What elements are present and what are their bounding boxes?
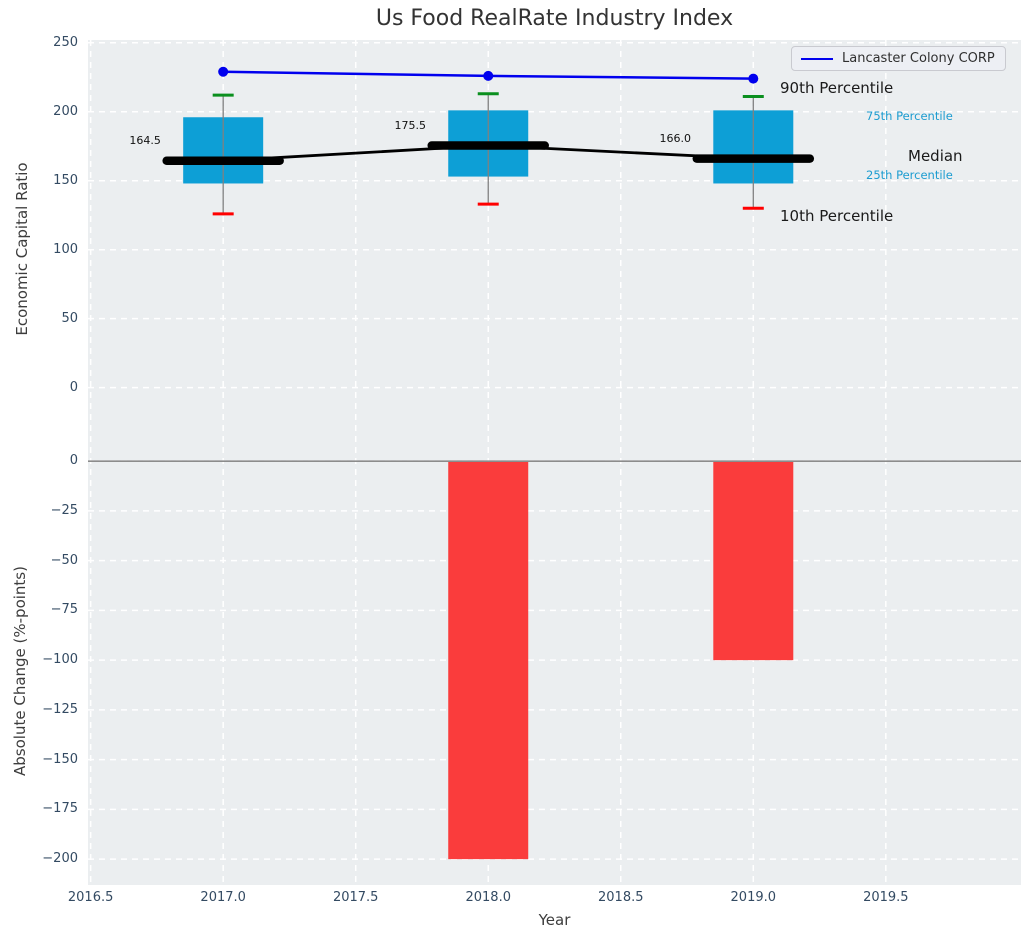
change-bar: [448, 461, 529, 860]
company-point: [748, 73, 759, 84]
top-y-tick-label: 0: [69, 379, 78, 395]
top-y-tick-label: 100: [53, 241, 78, 257]
median-value-annotation: 175.5: [394, 118, 426, 132]
legend-series-label: Lancaster Colony CORP: [842, 51, 995, 66]
bottom-axes-background: [88, 458, 1021, 885]
chart-title: Us Food RealRate Industry Index: [375, 6, 734, 31]
x-tick-label: 2016.5: [67, 890, 114, 905]
change-bar: [713, 461, 794, 661]
top-y-tick-label: 50: [61, 310, 78, 326]
x-tick-label: 2018.5: [598, 890, 644, 905]
bottom-y-tick-label: −25: [50, 502, 78, 518]
p10-percentile-label: 10th Percentile: [780, 207, 894, 225]
bottom-y-tick-label: −175: [42, 801, 78, 817]
bottom-y-tick-label: −125: [42, 701, 78, 717]
bottom-y-tick-label: −75: [50, 602, 78, 618]
top-y-tick-label: 150: [53, 172, 78, 188]
median-label: Median: [908, 147, 963, 165]
bottom-y-tick-label: −100: [42, 652, 78, 668]
p75-percentile-label: 75th Percentile: [866, 109, 953, 123]
median-value-annotation: 164.5: [129, 133, 161, 147]
company-point: [218, 66, 229, 77]
legend-line-sample-icon: [801, 57, 833, 60]
bottom-y-tick-label: −50: [50, 552, 78, 568]
p90-percentile-label: 90th Percentile: [780, 79, 894, 97]
x-tick-label: 2019.5: [863, 890, 909, 905]
x-tick-label: 2018.0: [465, 890, 511, 905]
bottom-y-tick-label: 0: [69, 453, 78, 469]
bottom-y-tick-label: −150: [42, 751, 78, 767]
x-tick-label: 2017.0: [200, 890, 246, 905]
top-y-tick-label: 250: [53, 34, 78, 50]
legend: Lancaster Colony CORP: [791, 46, 1006, 71]
x-axis-label: Year: [538, 911, 571, 929]
median-value-annotation: 166.0: [659, 131, 692, 145]
top-y-tick-label: 200: [53, 103, 78, 119]
company-point: [483, 70, 494, 81]
p25-percentile-label: 25th Percentile: [866, 168, 953, 182]
x-tick-label: 2019.0: [730, 890, 777, 905]
x-tick-label: 2017.5: [332, 890, 379, 905]
bottom-y-tick-label: −200: [42, 851, 78, 867]
